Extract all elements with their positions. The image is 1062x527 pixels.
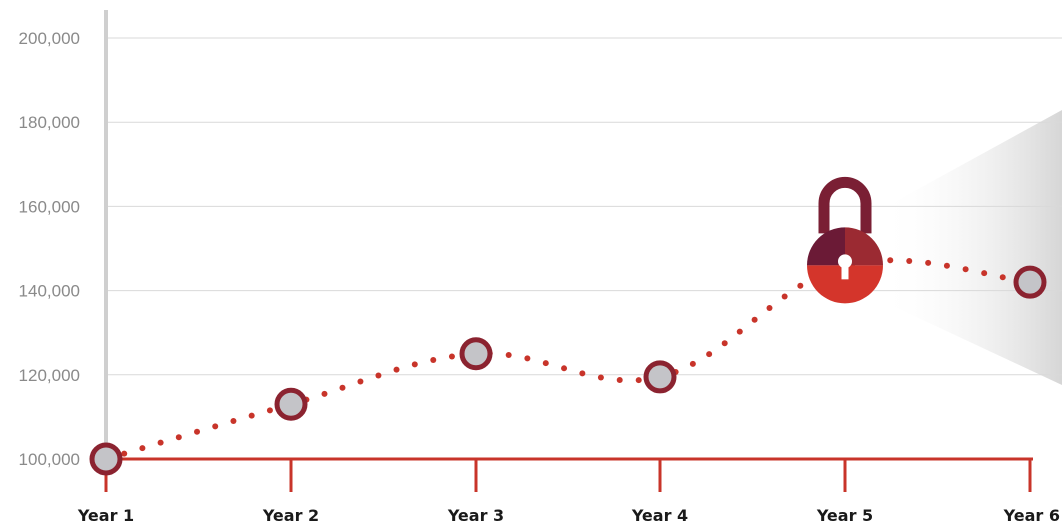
line-dot xyxy=(561,365,568,372)
line-dot xyxy=(266,407,273,414)
lock-icon xyxy=(807,176,883,304)
line-dot xyxy=(542,360,549,367)
line-dot xyxy=(248,412,255,419)
y-tick-label: 160,000 xyxy=(19,197,80,216)
line-dot xyxy=(943,262,950,269)
data-point xyxy=(459,337,493,371)
line-dot xyxy=(230,417,237,424)
x-tick-label: Year 1 xyxy=(77,506,134,525)
line-dot xyxy=(194,428,201,435)
lock-body-bottom xyxy=(807,265,883,304)
line-dot xyxy=(706,351,713,358)
data-point xyxy=(274,387,308,421)
line-dot xyxy=(597,374,604,381)
line-dot xyxy=(962,266,969,273)
data-point xyxy=(1013,265,1047,299)
line-dot xyxy=(212,423,219,430)
y-tick-label: 120,000 xyxy=(19,366,80,385)
line-dot xyxy=(505,351,512,358)
line-dot xyxy=(139,445,146,452)
data-point xyxy=(89,442,123,476)
line-dot xyxy=(448,353,455,360)
line-dot xyxy=(781,293,788,300)
line-dot xyxy=(411,361,418,368)
line-dot xyxy=(751,316,758,323)
y-axis-ticks: 100,000 120,000 140,000 160,000 180,000 200,0… xyxy=(19,29,80,469)
line-dot xyxy=(906,257,913,264)
line-dot xyxy=(375,372,382,379)
x-tick-label: Year 3 xyxy=(447,506,504,525)
line-dot xyxy=(925,259,932,266)
line-dot xyxy=(999,274,1006,281)
line-dot xyxy=(616,377,623,384)
lock-body-top-left xyxy=(807,227,845,266)
data-point-markers xyxy=(89,265,1047,476)
spotlight-beam xyxy=(880,110,1062,385)
line-dot xyxy=(736,328,743,335)
line-dot xyxy=(721,340,728,347)
lock-body-top-right xyxy=(845,227,883,266)
gridlines xyxy=(108,37,1062,376)
line-dot xyxy=(157,439,164,446)
line-dot xyxy=(887,257,894,264)
line-dot xyxy=(339,384,346,391)
x-tick-label: Year 6 xyxy=(1003,506,1060,525)
y-tick-label: 200,000 xyxy=(19,29,80,48)
data-point xyxy=(643,360,677,394)
x-tick-label: Year 2 xyxy=(262,506,319,525)
x-tick-label: Year 5 xyxy=(816,506,873,525)
line-dot xyxy=(766,304,773,311)
x-axis: Year 1 Year 2 Year 3 Year 4 Year 5 Year 6 xyxy=(77,457,1060,525)
line-dot xyxy=(635,377,642,384)
line-dot xyxy=(689,360,696,367)
line-dot xyxy=(357,378,364,385)
line-dot xyxy=(524,355,531,362)
line-dot xyxy=(579,370,586,377)
line-dot xyxy=(121,450,128,457)
line-dot xyxy=(175,434,182,441)
line-dot xyxy=(393,366,400,373)
x-tick-label: Year 4 xyxy=(631,506,688,525)
y-tick-label: 180,000 xyxy=(19,113,80,132)
line-dot xyxy=(981,270,988,277)
keyhole-slot xyxy=(841,263,849,280)
line-dot xyxy=(321,390,328,397)
line-dot xyxy=(797,282,804,289)
lock-shackle-icon xyxy=(818,176,872,234)
y-tick-label: 100,000 xyxy=(19,450,80,469)
y-tick-label: 140,000 xyxy=(19,282,80,301)
line-dot xyxy=(430,356,437,363)
